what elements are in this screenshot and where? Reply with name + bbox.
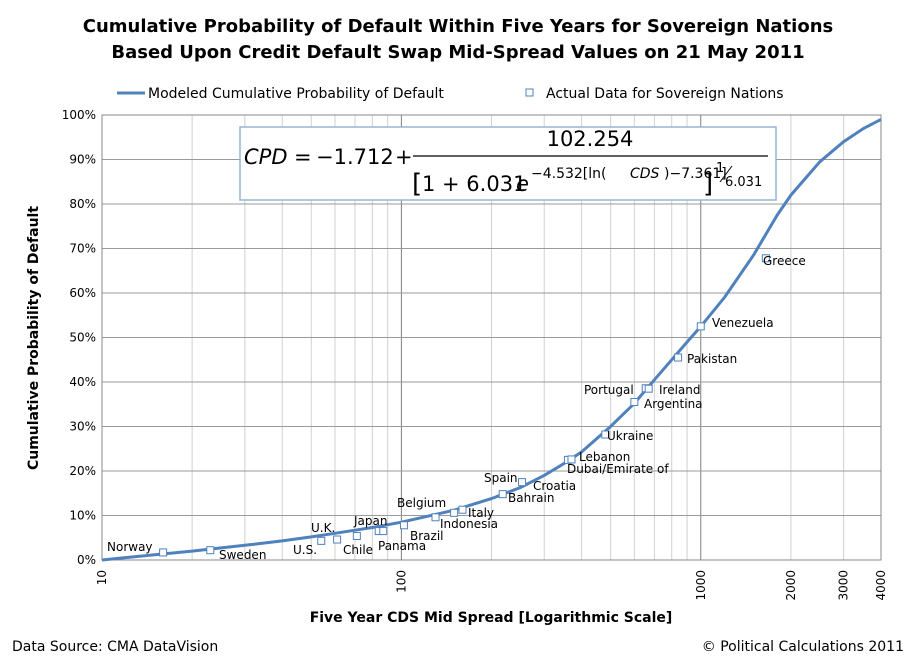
label-brazil: Brazil (410, 529, 444, 543)
x-tick-label: 4000 (874, 570, 888, 601)
label-ireland: Ireland (659, 383, 701, 397)
y-axis-title: Cumulative Probability of Default (26, 206, 42, 470)
equation-plus: + (395, 145, 413, 169)
data-point (379, 527, 388, 536)
label-pakistan: Pakistan (687, 352, 737, 366)
label-portugal: Portugal (584, 383, 634, 397)
label-greece: Greece (763, 254, 806, 268)
data-point (399, 521, 408, 530)
y-tick-label: 80% (69, 197, 96, 211)
data-point (431, 513, 440, 522)
data-point (761, 254, 770, 263)
y-tick-label: 20% (69, 464, 96, 478)
label-venezuela: Venezuela (712, 316, 774, 330)
point-labels: Norway Sweden U.K. U.S. Chile Japan Pana… (107, 254, 806, 562)
data-point (206, 546, 215, 555)
equation-constant: −1.712 (316, 145, 394, 169)
data-point (333, 535, 342, 544)
x-tick-label: 100 (394, 570, 408, 593)
x-axis-ticks: 10 100 1000 2000 3000 4000 (95, 570, 888, 601)
label-argentina: Argentina (644, 397, 703, 411)
legend: Modeled Cumulative Probability of Defaul… (117, 86, 784, 102)
equation-power-num: 1 (716, 161, 724, 176)
y-tick-label: 50% (69, 331, 96, 345)
label-ukraine: Ukraine (607, 429, 653, 443)
label-sweden: Sweden (219, 548, 266, 562)
y-tick-label: 30% (69, 420, 96, 434)
equation-exponent-tail: )−7.361] (664, 166, 727, 182)
y-axis-ticks: 0% 10% 20% 30% 40% 50% 60% 70% 80% 90% 100% (62, 108, 96, 567)
x-tick-label: 3000 (837, 570, 851, 601)
label-belgium: Belgium (397, 496, 446, 510)
legend-square-swatch (525, 88, 534, 97)
data-point (458, 505, 467, 514)
y-tick-label: 100% (62, 108, 96, 122)
label-panama: Panama (378, 539, 426, 553)
label-bahrain: Bahrain (508, 491, 554, 505)
y-tick-label: 40% (69, 375, 96, 389)
data-point (674, 353, 683, 362)
equation-exponent-var: CDS (630, 166, 660, 182)
label-italy: Italy (468, 506, 494, 520)
y-tick-label: 0% (77, 553, 96, 567)
data-point (518, 478, 527, 487)
legend-actual-label: Actual Data for Sovereign Nations (546, 86, 784, 102)
x-axis-title: Five Year CDS Mid Spread [Logarithmic Sc… (310, 610, 673, 626)
data-point (630, 398, 639, 407)
equation-e: e (516, 172, 529, 196)
data-point (450, 508, 459, 517)
y-tick-label: 90% (69, 153, 96, 167)
y-tick-label: 10% (69, 509, 96, 523)
label-japan: Japan (353, 514, 387, 528)
label-us: U.S. (293, 543, 317, 557)
equation-one-plus: 1 + 6.031 (422, 172, 526, 196)
data-point (317, 536, 326, 545)
chart-title-line1: Cumulative Probability of Default Within… (83, 16, 833, 37)
actual-data-points (159, 254, 770, 557)
data-source: Data Source: CMA DataVision (12, 639, 218, 655)
label-lebanon: Lebanon (579, 450, 630, 464)
equation-lhs: CPD (244, 145, 288, 169)
y-tick-label: 60% (69, 286, 96, 300)
label-uk: U.K. (311, 521, 335, 535)
equation-equals: = (294, 145, 312, 169)
equation-power-slash (719, 165, 733, 183)
label-indonesia: Indonesia (440, 517, 498, 531)
equation-exponent-head: −4.532[ln( (531, 166, 607, 182)
legend-modeled-label: Modeled Cumulative Probability of Defaul… (148, 86, 444, 102)
chart-title-line2: Based Upon Credit Default Swap Mid-Sprea… (111, 42, 804, 63)
y-tick-label: 70% (69, 242, 96, 256)
equation-power-den: 6.031 (725, 175, 762, 190)
data-point (601, 430, 610, 439)
data-point (644, 384, 653, 393)
x-tick-label: 1000 (694, 570, 708, 601)
label-spain: Spain (484, 471, 518, 485)
data-point (498, 490, 507, 499)
equation-numerator: 102.254 (547, 127, 634, 151)
copyright: © Political Calculations 2011 (702, 639, 904, 655)
label-dubai: Dubai/Emirate of (567, 462, 669, 476)
data-point (696, 322, 705, 331)
equation-bracket-open: [ (412, 169, 422, 199)
plot-area (101, 114, 882, 561)
x-tick-label: 10 (95, 570, 109, 585)
equation-frame (239, 126, 777, 201)
data-point (352, 531, 361, 540)
data-point (567, 455, 576, 464)
equation-bracket-close: ] (703, 169, 713, 199)
label-chile: Chile (343, 543, 373, 557)
label-croatia: Croatia (533, 479, 576, 493)
equation-box: CPD = −1.712 + 102.254 [ 1 + 6.031 e −4.… (239, 126, 777, 201)
label-norway: Norway (107, 540, 153, 554)
data-point (159, 548, 168, 557)
x-tick-label: 2000 (784, 570, 798, 601)
